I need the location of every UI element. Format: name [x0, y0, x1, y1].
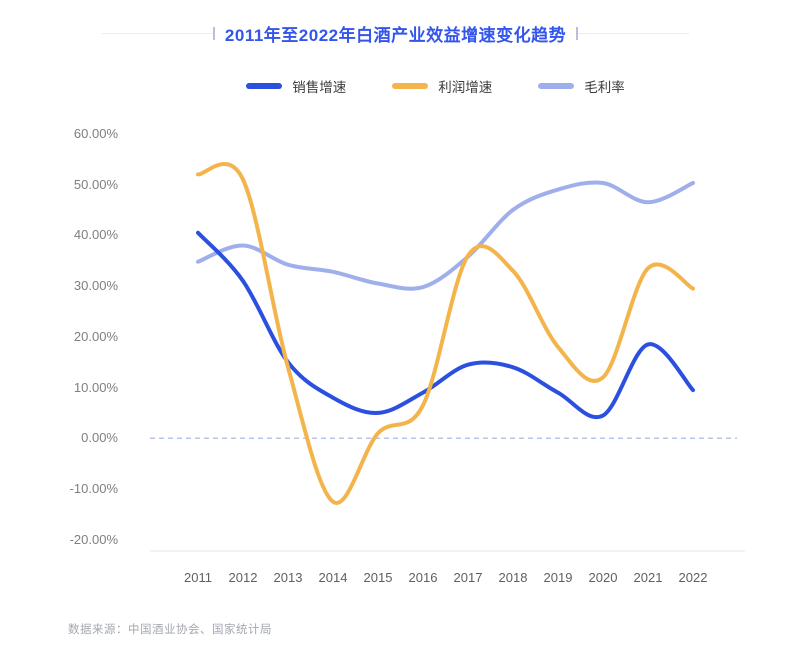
y-axis-label: 50.00% [73, 176, 118, 192]
title-tick-left [212, 26, 215, 40]
legend-swatch-sales-icon [246, 83, 283, 89]
title-row: 2011年至2022年白酒产业效益增速变化趋势 [102, 20, 690, 46]
x-axis-label: 2016 [408, 570, 438, 585]
series-line-margin [196, 180, 695, 291]
y-axis-label: 40.00% [73, 227, 118, 243]
legend-label-margin: 毛利率 [584, 80, 625, 95]
title-divider-right [578, 32, 690, 34]
x-axis-label: 2019 [543, 570, 573, 585]
y-axis-label: 30.00% [73, 278, 118, 294]
title-tick-right [576, 26, 579, 40]
legend-item-sales[interactable]: 销售增速 [246, 76, 346, 96]
x-axis-label: 2015 [363, 570, 393, 585]
y-axis-label: 20.00% [73, 328, 118, 344]
legend-item-profit[interactable]: 利润增速 [392, 76, 492, 96]
legend-label-profit: 利润增速 [438, 80, 493, 95]
y-axis-label: -10.00% [69, 481, 118, 497]
x-axis-label: 2014 [318, 570, 348, 585]
x-axis-label: 2017 [453, 570, 483, 585]
legend-item-margin[interactable]: 毛利率 [538, 76, 625, 96]
x-axis-label: 2012 [228, 570, 258, 585]
chart-title: 2011年至2022年白酒产业效益增速变化趋势 [224, 25, 567, 45]
x-axis-label: 2018 [498, 570, 528, 585]
title-divider-left [102, 32, 213, 34]
y-axis-label: 60.00% [73, 125, 118, 141]
x-axis-label: 2020 [588, 570, 618, 585]
legend: 销售增速 利润增速 毛利率 [80, 76, 791, 96]
y-axis-label: 10.00% [73, 379, 118, 395]
x-axis-label: 2022 [678, 570, 708, 585]
data-source-note: 数据来源：中国酒业协会、国家统计局 [68, 624, 272, 636]
y-axis-label: -20.00% [69, 531, 118, 547]
legend-label-sales: 销售增速 [292, 80, 347, 95]
x-axis-label: 2021 [633, 570, 663, 585]
legend-swatch-profit-icon [392, 83, 429, 89]
x-axis-label: 2011 [184, 570, 212, 585]
legend-swatch-margin-icon [538, 83, 575, 89]
y-axis-label: 0.00% [81, 430, 118, 446]
x-axis-label: 2013 [273, 570, 303, 585]
series-line-sales [196, 230, 695, 420]
series-line-profit [196, 162, 695, 505]
